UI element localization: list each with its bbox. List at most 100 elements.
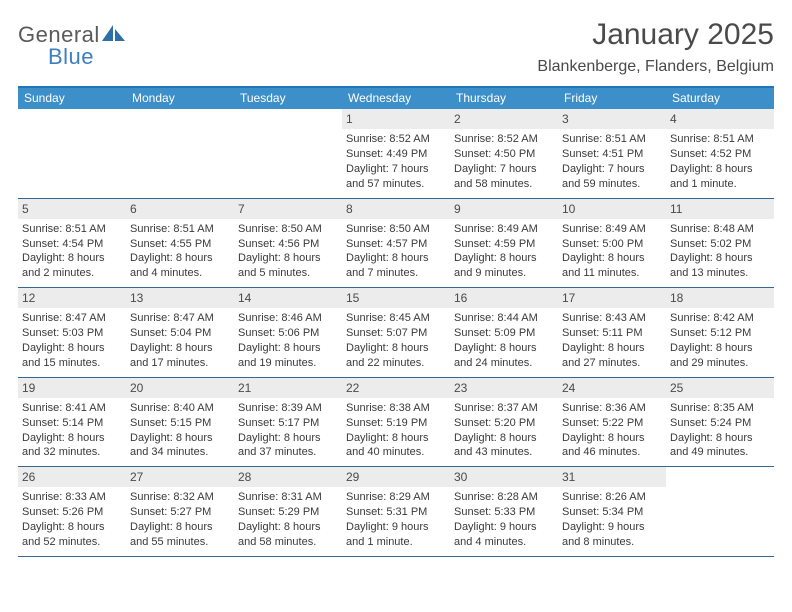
daylight-text: Daylight: 8 hours [238, 431, 338, 446]
daylight-text: Daylight: 8 hours [22, 520, 122, 535]
sunset-text: Sunset: 5:15 PM [130, 416, 230, 431]
weekday-header: Monday [126, 88, 234, 109]
sunset-text: Sunset: 4:54 PM [22, 237, 122, 252]
weekday-header: Thursday [450, 88, 558, 109]
sunrise-text: Sunrise: 8:26 AM [562, 490, 662, 505]
daylight-text: and 43 minutes. [454, 445, 554, 460]
day-number: 31 [558, 467, 666, 487]
calendar-week: ...1Sunrise: 8:52 AMSunset: 4:49 PMDayli… [18, 109, 774, 199]
calendar-day: 27Sunrise: 8:32 AMSunset: 5:27 PMDayligh… [126, 467, 234, 556]
day-number: 28 [234, 467, 342, 487]
sunset-text: Sunset: 5:20 PM [454, 416, 554, 431]
daylight-text: and 1 minute. [346, 535, 446, 550]
daylight-text: Daylight: 8 hours [22, 431, 122, 446]
sunrise-text: Sunrise: 8:29 AM [346, 490, 446, 505]
daylight-text: and 40 minutes. [346, 445, 446, 460]
daylight-text: Daylight: 8 hours [670, 431, 770, 446]
calendar-day: 8 Sunrise: 8:50 AMSunset: 4:57 PMDaylight… [342, 199, 450, 288]
day-number: 8 [342, 199, 450, 219]
weekday-header: Friday [558, 88, 666, 109]
daylight-text: and 37 minutes. [238, 445, 338, 460]
calendar-day: 11Sunrise: 8:48 AMSunset: 5:02 PMDayligh… [666, 199, 774, 288]
day-number: 1 [342, 109, 450, 129]
sunset-text: Sunset: 5:17 PM [238, 416, 338, 431]
daylight-text: and 13 minutes. [670, 266, 770, 281]
daylight-text: Daylight: 8 hours [346, 251, 446, 266]
calendar-day: 23Sunrise: 8:37 AMSunset: 5:20 PMDayligh… [450, 378, 558, 467]
sunrise-text: Sunrise: 8:40 AM [130, 401, 230, 416]
sunrise-text: Sunrise: 8:50 AM [346, 222, 446, 237]
day-number: 30 [450, 467, 558, 487]
sunrise-text: Sunrise: 8:42 AM [670, 311, 770, 326]
sunrise-text: Sunrise: 8:44 AM [454, 311, 554, 326]
day-number: 11 [666, 199, 774, 219]
daylight-text: Daylight: 8 hours [562, 341, 662, 356]
daylight-text: and 4 minutes. [454, 535, 554, 550]
day-number: 23 [450, 378, 558, 398]
calendar: SundayMondayTuesdayWednesdayThursdayFrid… [18, 86, 774, 557]
daylight-text: Daylight: 8 hours [670, 251, 770, 266]
daylight-text: and 29 minutes. [670, 356, 770, 371]
calendar-day: 6Sunrise: 8:51 AMSunset: 4:55 PMDaylight… [126, 199, 234, 288]
day-number: 16 [450, 288, 558, 308]
weekday-header: Wednesday [342, 88, 450, 109]
daylight-text: and 27 minutes. [562, 356, 662, 371]
daylight-text: and 5 minutes. [238, 266, 338, 281]
daylight-text: and 32 minutes. [22, 445, 122, 460]
daylight-text: Daylight: 8 hours [346, 341, 446, 356]
daylight-text: and 22 minutes. [346, 356, 446, 371]
daylight-text: Daylight: 8 hours [238, 520, 338, 535]
sunset-text: Sunset: 4:57 PM [346, 237, 446, 252]
daylight-text: and 1 minute. [670, 177, 770, 192]
day-number: 4 [666, 109, 774, 129]
day-number: 5 [18, 199, 126, 219]
brand-text-general: General [18, 24, 100, 46]
daylight-text: Daylight: 8 hours [130, 431, 230, 446]
sunrise-text: Sunrise: 8:51 AM [130, 222, 230, 237]
sunset-text: Sunset: 5:33 PM [454, 505, 554, 520]
sunset-text: Sunset: 5:06 PM [238, 326, 338, 341]
daylight-text: Daylight: 8 hours [670, 341, 770, 356]
sunrise-text: Sunrise: 8:52 AM [454, 132, 554, 147]
sunrise-text: Sunrise: 8:50 AM [238, 222, 338, 237]
sunrise-text: Sunrise: 8:48 AM [670, 222, 770, 237]
calendar-day: 19Sunrise: 8:41 AMSunset: 5:14 PMDayligh… [18, 378, 126, 467]
sunset-text: Sunset: 5:00 PM [562, 237, 662, 252]
title-block: January 2025 Blankenberge, Flanders, Bel… [537, 18, 774, 76]
daylight-text: Daylight: 9 hours [562, 520, 662, 535]
day-number: 7 [234, 199, 342, 219]
sunset-text: Sunset: 5:04 PM [130, 326, 230, 341]
daylight-text: and 24 minutes. [454, 356, 554, 371]
calendar-day: 28Sunrise: 8:31 AMSunset: 5:29 PMDayligh… [234, 467, 342, 556]
daylight-text: and 49 minutes. [670, 445, 770, 460]
sunset-text: Sunset: 5:31 PM [346, 505, 446, 520]
calendar-day: 22Sunrise: 8:38 AMSunset: 5:19 PMDayligh… [342, 378, 450, 467]
sunset-text: Sunset: 5:27 PM [130, 505, 230, 520]
sunset-text: Sunset: 4:56 PM [238, 237, 338, 252]
calendar-day: 7Sunrise: 8:50 AMSunset: 4:56 PMDaylight… [234, 199, 342, 288]
day-number: 19 [18, 378, 126, 398]
calendar-week: 12Sunrise: 8:47 AMSunset: 5:03 PMDayligh… [18, 288, 774, 378]
daylight-text: Daylight: 7 hours [562, 162, 662, 177]
calendar-day: 15Sunrise: 8:45 AMSunset: 5:07 PMDayligh… [342, 288, 450, 377]
brand-logo: GeneralBlue [18, 18, 126, 68]
sunrise-text: Sunrise: 8:46 AM [238, 311, 338, 326]
day-number: 17 [558, 288, 666, 308]
day-number: 20 [126, 378, 234, 398]
daylight-text: and 52 minutes. [22, 535, 122, 550]
day-number: 25 [666, 378, 774, 398]
sunset-text: Sunset: 5:19 PM [346, 416, 446, 431]
weekday-header: Saturday [666, 88, 774, 109]
calendar-day: 21Sunrise: 8:39 AMSunset: 5:17 PMDayligh… [234, 378, 342, 467]
daylight-text: and 59 minutes. [562, 177, 662, 192]
calendar-day: 26Sunrise: 8:33 AMSunset: 5:26 PMDayligh… [18, 467, 126, 556]
calendar-week: 5Sunrise: 8:51 AMSunset: 4:54 PMDaylight… [18, 199, 774, 289]
day-number: 3 [558, 109, 666, 129]
daylight-text: and 17 minutes. [130, 356, 230, 371]
calendar-day: 29Sunrise: 8:29 AMSunset: 5:31 PMDayligh… [342, 467, 450, 556]
day-number: 13 [126, 288, 234, 308]
sunrise-text: Sunrise: 8:35 AM [670, 401, 770, 416]
daylight-text: Daylight: 8 hours [22, 251, 122, 266]
page-header: GeneralBlue January 2025 Blankenberge, F… [18, 18, 774, 76]
daylight-text: and 58 minutes. [454, 177, 554, 192]
